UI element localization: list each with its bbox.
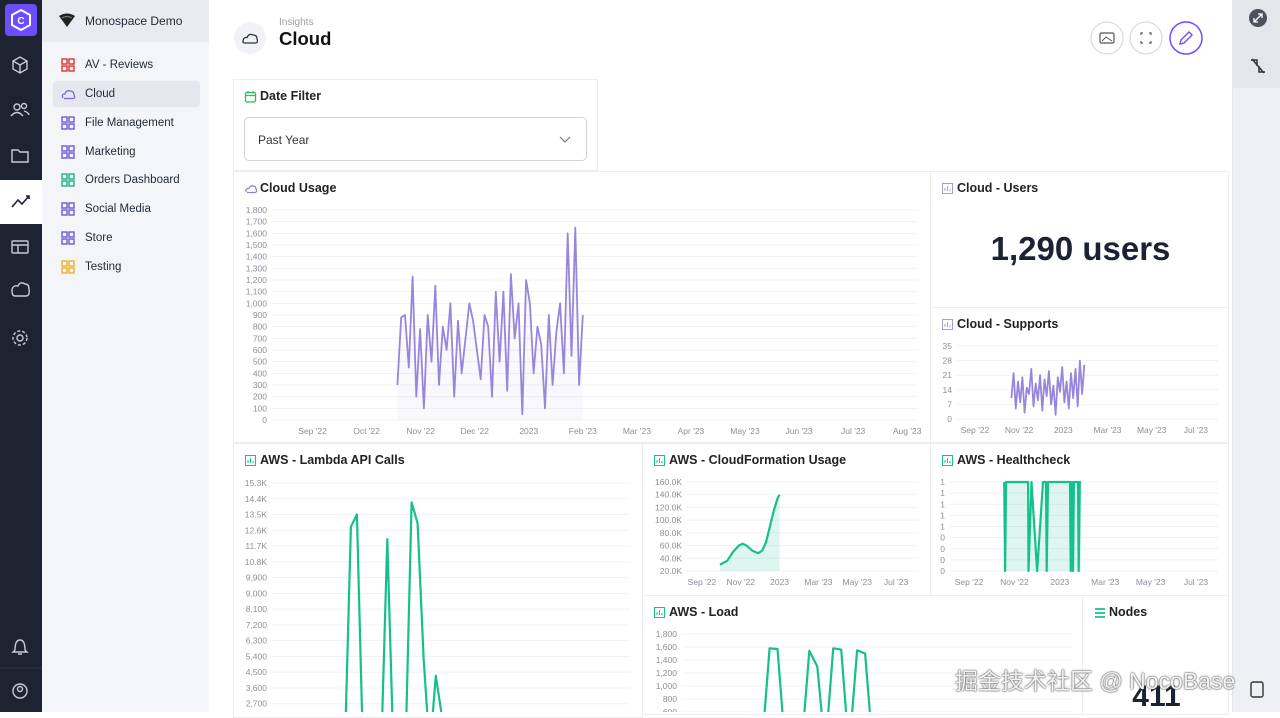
date-filter-panel: Date Filter Past Year [233, 79, 598, 171]
nav-icon [61, 58, 75, 72]
chart-icon [654, 607, 665, 618]
metric-panel: Cloud - Users 1,290 users [930, 171, 1229, 308]
workspace-header[interactable]: Monospace Demo [42, 0, 209, 42]
chart-panel: AWS - Healthcheck [930, 443, 1229, 596]
nav-label: AV - Reviews [85, 59, 154, 71]
nav-icon [61, 231, 75, 245]
metric-value: 411 [1132, 680, 1181, 713]
metric-panel: Nodes 411 [1082, 595, 1229, 715]
nav-label: Orders Dashboard [85, 174, 180, 186]
nav-icon [61, 116, 75, 130]
cloud-icon [245, 185, 258, 194]
chevron [559, 136, 571, 143]
main: Insights Cloud Date Filter Past Year Clo… [209, 0, 1232, 718]
icon-rail: C [0, 0, 42, 712]
nav-label: File Management [85, 117, 174, 129]
panel-title: AWS - Load [669, 605, 739, 619]
chart-icon [942, 319, 953, 330]
chart-panel: Cloud - Supports [930, 307, 1229, 443]
nav-icon [61, 145, 75, 159]
chart-icon [942, 455, 953, 466]
calendar-icon [244, 91, 257, 103]
chart-panel: Cloud Usage [233, 171, 931, 443]
select-value: Past Year [258, 133, 310, 147]
nav-label: Marketing [85, 146, 136, 158]
nav-item[interactable]: AV - Reviews [53, 52, 200, 78]
nav-label: Store [85, 232, 113, 244]
nav-label: Testing [85, 261, 122, 273]
nav-item[interactable]: Store [53, 225, 200, 251]
chart-panel: AWS - Lambda API Calls [233, 443, 643, 718]
metric-value: 1,290 users [990, 230, 1171, 267]
nav-item[interactable]: Social Media [53, 196, 200, 222]
panel-title: Cloud Usage [260, 181, 337, 195]
nav-label: Cloud [85, 88, 116, 100]
panel-title: Cloud - Supports [957, 317, 1059, 331]
nav-icon [61, 173, 75, 187]
page-subtitle: Insights [279, 17, 314, 28]
workspace-icon [59, 13, 75, 27]
nav-item[interactable]: Orders Dashboard [53, 167, 200, 193]
nav-item[interactable]: File Management [53, 110, 200, 136]
nav-item[interactable]: Cloud [53, 81, 200, 107]
toolbar[interactable] [1089, 21, 1205, 57]
nav-label: Social Media [85, 203, 151, 215]
rail-icons: C [0, 4, 42, 699]
right-rail [1232, 0, 1280, 712]
panel-title: AWS - Healthcheck [957, 453, 1071, 467]
nav-icon [61, 202, 75, 216]
chart-panel: AWS - Load [642, 595, 1083, 715]
page-icon [234, 22, 266, 54]
chart-icon [942, 183, 953, 194]
panel-title: AWS - Lambda API Calls [260, 453, 405, 467]
right-rail-icons[interactable] [1233, 0, 1280, 712]
date-select[interactable]: Past Year [244, 117, 587, 161]
list-icon [1095, 608, 1105, 618]
svg-text:C: C [17, 16, 24, 27]
panel-title: Date Filter [260, 89, 322, 103]
watermark: 掘金技术社区 @ NocoBase [955, 668, 1236, 694]
panel-title: AWS - CloudFormation Usage [669, 453, 847, 467]
chart-panel: AWS - CloudFormation Usage [642, 443, 931, 596]
nav-item[interactable]: Marketing [53, 139, 200, 165]
panel-title: Nodes [1109, 605, 1148, 619]
nav-icon [61, 260, 75, 274]
workspace-name: Monospace Demo [85, 14, 183, 28]
chart-icon [654, 455, 665, 466]
nav-icon [61, 90, 76, 100]
page-title: Cloud [279, 28, 332, 49]
panel-title: Cloud - Users [957, 181, 1039, 195]
nav-item[interactable]: Testing [53, 254, 200, 280]
chart-icon [245, 455, 256, 466]
sidebar [42, 0, 209, 712]
